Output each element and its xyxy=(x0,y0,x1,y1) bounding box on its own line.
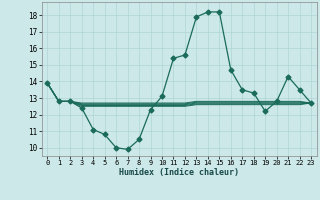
X-axis label: Humidex (Indice chaleur): Humidex (Indice chaleur) xyxy=(119,168,239,177)
